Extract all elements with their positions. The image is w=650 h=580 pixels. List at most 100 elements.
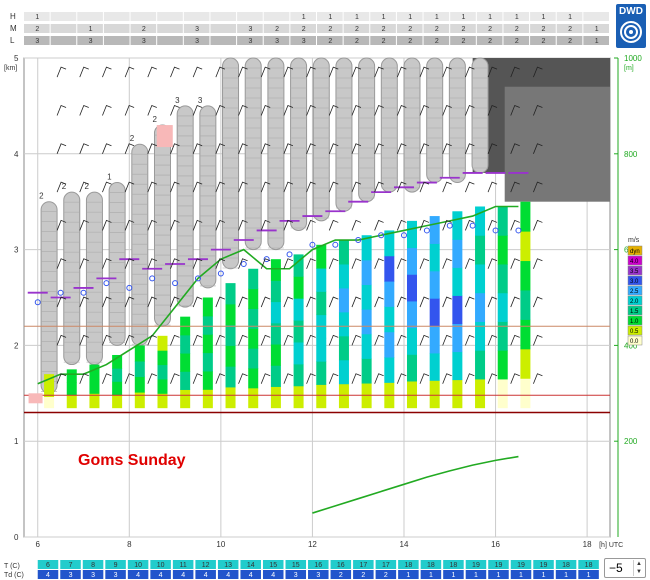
- wind-barb: [56, 258, 67, 269]
- dwd-logo-text: DWD: [619, 6, 643, 17]
- cloud-row-cell: [317, 24, 343, 33]
- wind-barb: [56, 66, 67, 78]
- cloud-row-value: 1: [435, 14, 439, 21]
- pink-marker: [156, 125, 173, 148]
- wind-barb: [56, 296, 67, 308]
- wind-barb: [419, 104, 430, 116]
- cloud-row-cell: [317, 36, 343, 45]
- thermal-segment: [225, 366, 236, 388]
- wind-barb: [419, 181, 430, 193]
- wind-barb: [56, 334, 67, 346]
- wind-barb: [56, 219, 67, 231]
- temp-value: 14: [247, 562, 255, 569]
- cloud-column: [244, 57, 262, 251]
- dew-value: 3: [114, 572, 118, 579]
- cloud-row-cell: [290, 24, 316, 33]
- wind-barb: [510, 66, 520, 78]
- thermal-segment: [384, 306, 395, 333]
- dew-cell: [262, 570, 284, 579]
- wind-barb: [510, 258, 520, 269]
- stepper-value: −5: [609, 561, 623, 575]
- legend-swatch: [627, 315, 643, 326]
- wind-barb: [419, 373, 430, 384]
- wind-barb: [306, 373, 316, 384]
- temp-value: 18: [450, 562, 458, 569]
- temp-cell: [533, 560, 554, 569]
- wind-barb: [328, 258, 339, 269]
- wind-barb: [396, 181, 407, 193]
- cloud-row-cell: [450, 12, 476, 21]
- thermal-segment: [452, 323, 463, 353]
- thermal-segment: [475, 263, 486, 294]
- dew-value: 1: [564, 572, 568, 579]
- dew-cell: [172, 570, 194, 579]
- wind-barb: [124, 258, 135, 269]
- right-axis-unit: [m]: [624, 65, 634, 72]
- stepper-arrows-icon[interactable]: ▲ ▼: [633, 560, 644, 576]
- thermal-segment: [338, 383, 349, 409]
- thermal-segment: [270, 322, 281, 345]
- thermal-segment: [452, 379, 463, 409]
- thermal-segment: [293, 320, 304, 343]
- cloud-row-value: 3: [195, 38, 199, 45]
- temp-value: 12: [202, 562, 210, 569]
- wind-barb: [170, 143, 180, 154]
- temp-cell: [443, 560, 464, 569]
- cloud-row-cell: [396, 36, 423, 45]
- thermal-segment: [384, 357, 395, 383]
- temp-cell: [465, 560, 487, 569]
- wind-barb: [192, 66, 203, 78]
- thermal-base-mark: [515, 227, 522, 234]
- thermal-segment: [270, 301, 281, 324]
- cloud-row-cell: [503, 36, 530, 45]
- cloud-row-value: 1: [541, 14, 545, 21]
- wind-barb: [351, 219, 362, 231]
- wind-barb: [147, 104, 157, 116]
- wind-barb: [56, 181, 67, 193]
- x-tick-label: 14: [400, 540, 409, 549]
- temp-value: 17: [359, 562, 367, 569]
- dew-cell: [353, 570, 374, 579]
- wind-barb: [464, 296, 475, 308]
- cloud-row-cell: [103, 12, 130, 21]
- cloud-row-value: 3: [35, 38, 39, 45]
- wind-barb: [533, 181, 543, 193]
- wind-barb: [351, 258, 362, 269]
- thermal-segment: [361, 358, 372, 384]
- legend-swatch: [627, 325, 643, 336]
- temp-cell: [285, 560, 307, 569]
- wind-barb: [238, 219, 248, 231]
- cloud-row-cell: [157, 36, 183, 45]
- cloud-row-value: 2: [462, 38, 466, 45]
- cloud-row-value: 2: [515, 38, 519, 45]
- thermal-segment: [89, 393, 100, 409]
- wind-barb: [192, 181, 203, 193]
- dew-cell: [82, 570, 104, 579]
- wind-barb: [396, 219, 407, 231]
- cloud-row-cell: [423, 36, 450, 45]
- wind-barb: [442, 296, 452, 308]
- thermal-segment: [520, 201, 531, 232]
- wind-barb: [170, 104, 180, 116]
- wind-barb: [260, 143, 271, 154]
- td-label: Td (C): [4, 572, 24, 579]
- thermal-segment: [225, 303, 236, 326]
- wind-barb: [306, 66, 316, 78]
- legend-swatch: [627, 255, 643, 266]
- offset-stepper[interactable]: −5 ▲ ▼: [604, 558, 646, 578]
- thermal-segment: [248, 288, 259, 309]
- temp-cell: [308, 560, 329, 569]
- dew-value: 2: [384, 572, 388, 579]
- thermal-segment: [406, 327, 417, 355]
- wind-barb: [283, 296, 294, 308]
- wind-barb: [374, 296, 384, 308]
- thermal-segment: [202, 315, 213, 335]
- cloud-row-cell: [237, 24, 263, 33]
- cloud-row-cell: [24, 24, 50, 33]
- cloud-row-cell: [556, 24, 583, 33]
- thermal-segment: [134, 345, 145, 362]
- upper-cloud-block: [504, 86, 610, 202]
- legend-label: 3.0: [630, 279, 639, 285]
- temp-cell: [330, 560, 352, 569]
- wind-barb: [487, 219, 498, 231]
